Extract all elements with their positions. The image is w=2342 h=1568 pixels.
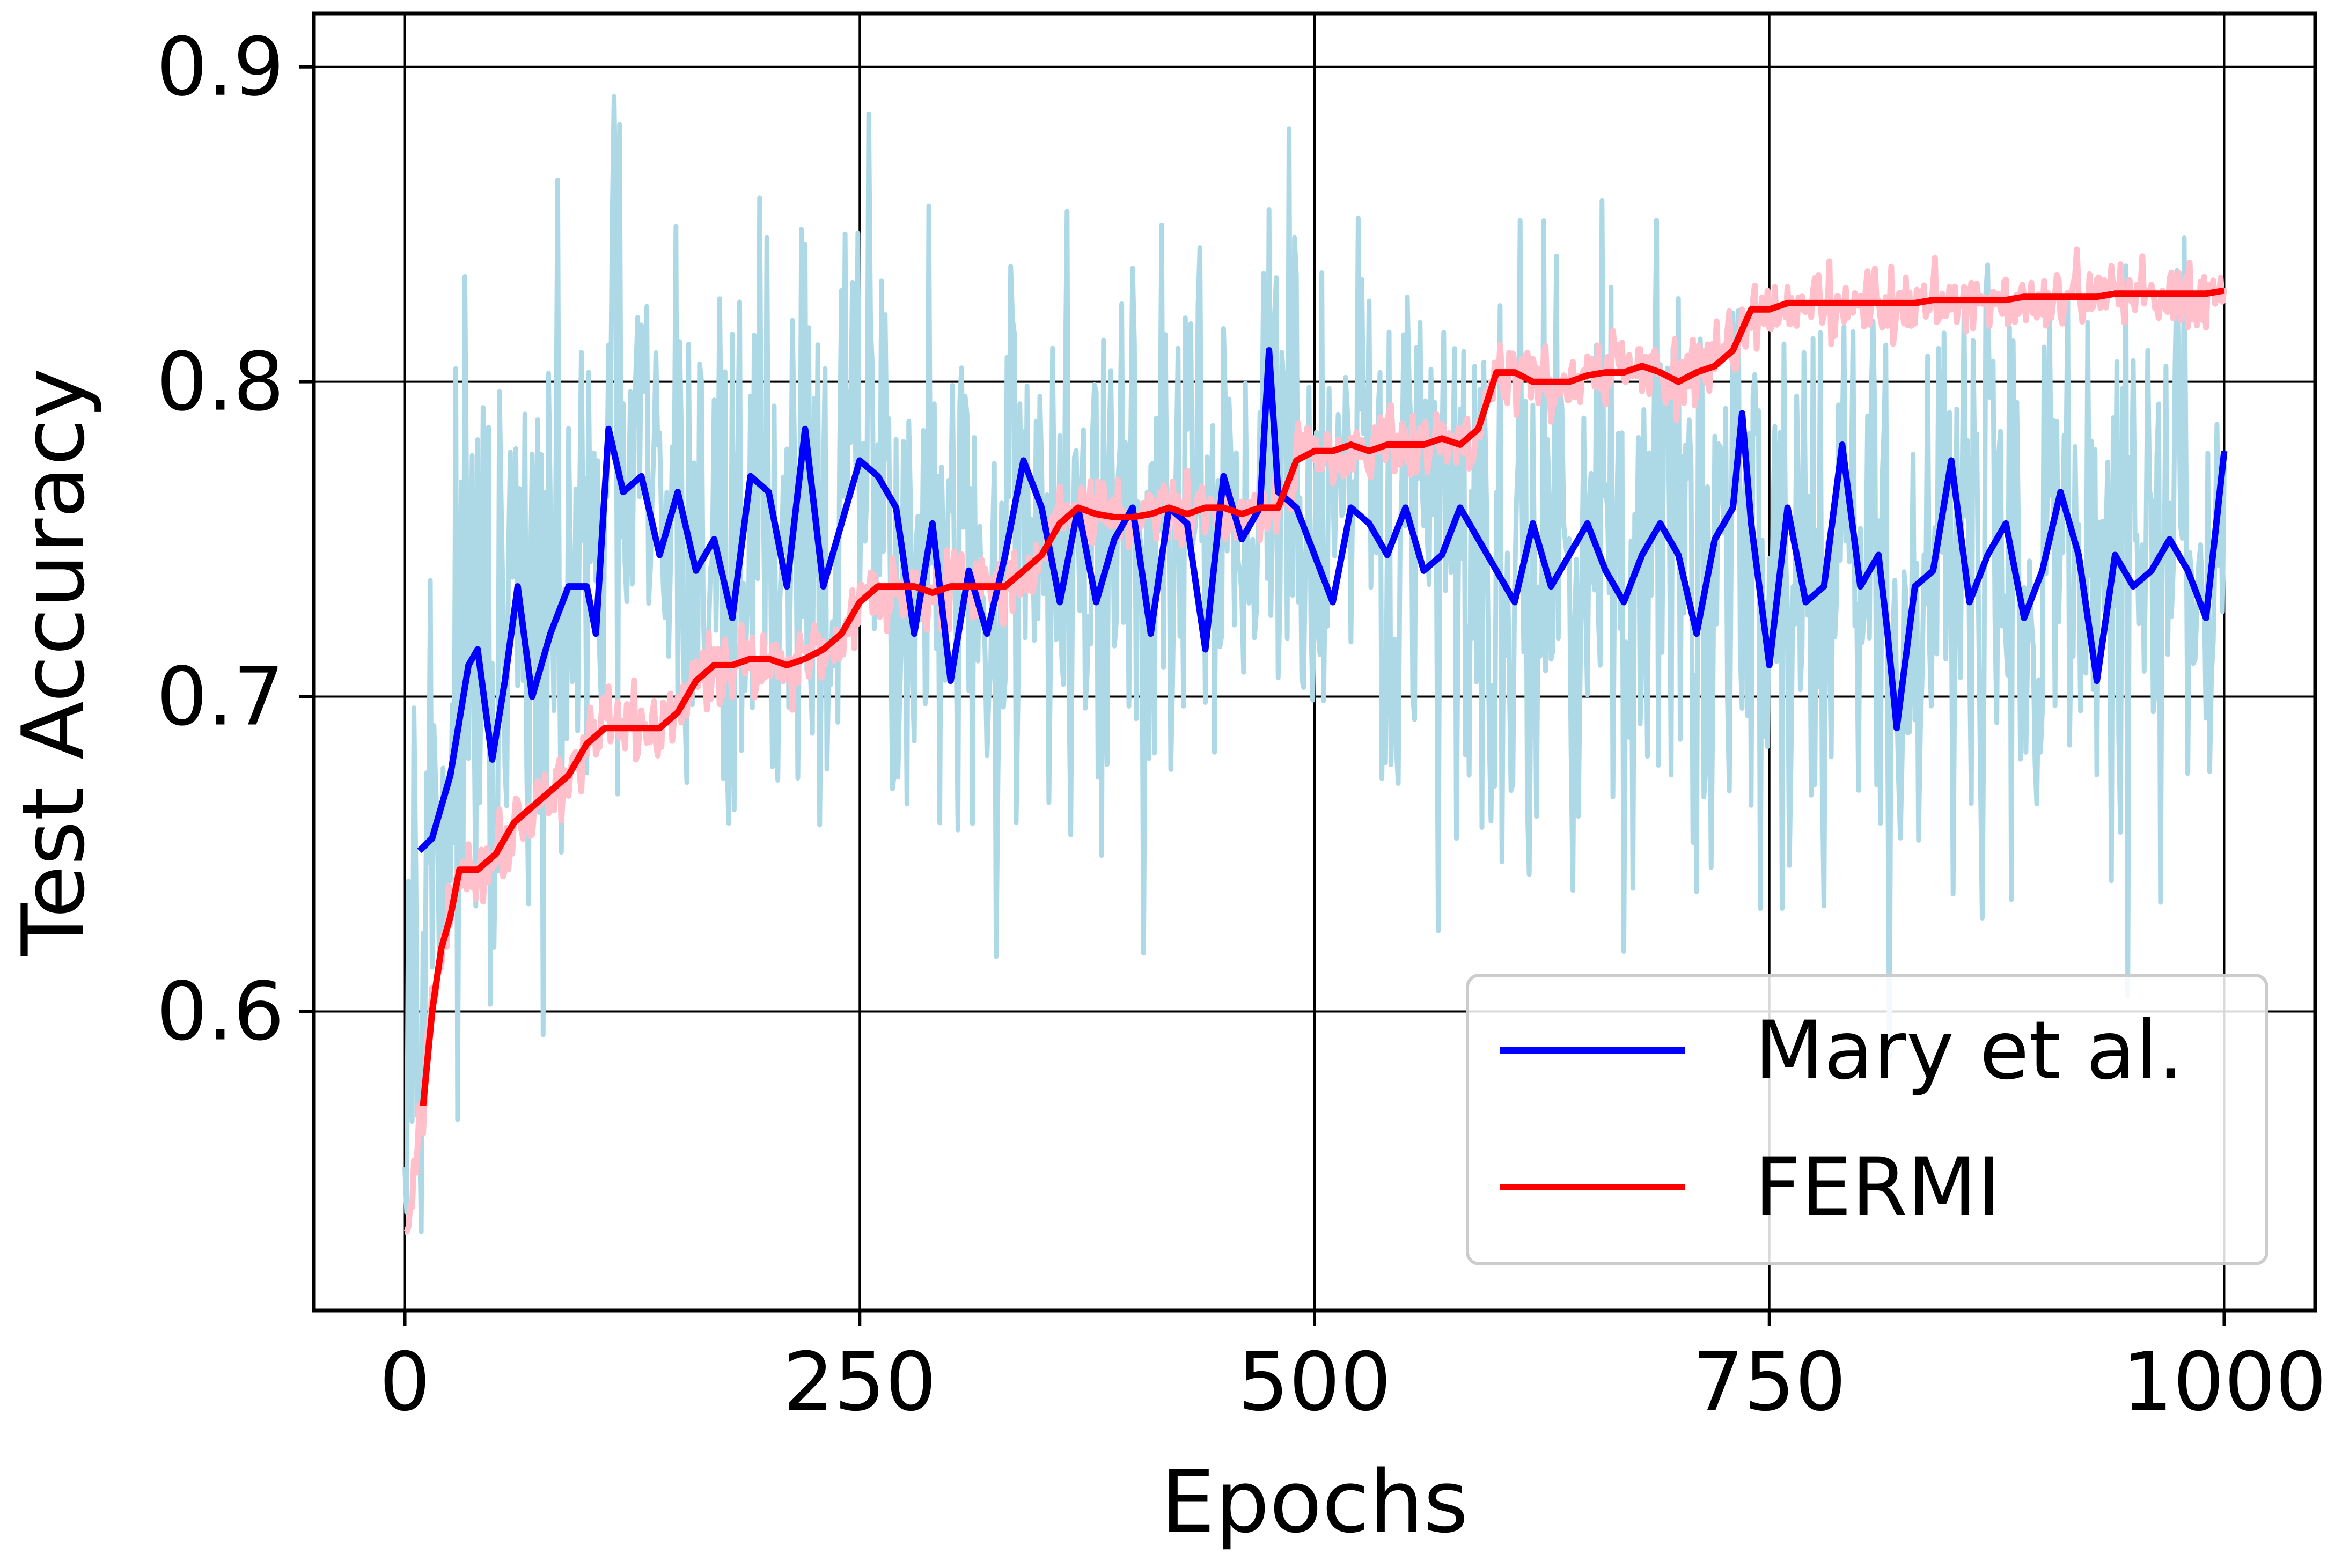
y-tick-label: 0.8 [156,336,284,429]
y-tick-label: 0.9 [156,21,284,114]
legend-label-mary-et-al: Mary et al. [1754,1004,2184,1098]
axis-ticks: 0 250 500 750 1000 0.6 0.7 0.8 0.9 [156,21,2326,1429]
y-axis-label: Test Accuracy [3,368,104,956]
x-tick-label: 0 [379,1336,430,1429]
x-tick-label: 500 [1238,1336,1391,1429]
legend-label-fermi: FERMI [1754,1141,2001,1234]
x-tick-label: 250 [783,1336,936,1429]
x-tick-label: 1000 [2122,1336,2327,1429]
legend: Mary et al. FERMI [1466,974,2268,1265]
x-axis-label: Epochs [1161,1452,1468,1552]
x-tick-label: 750 [1693,1336,1846,1429]
raw-trace-fermi [403,246,2227,1235]
raw-series-traces [402,94,2227,1235]
y-tick-label: 0.6 [156,965,284,1058]
series-line-mary-et-al- [417,347,2228,853]
smoothed-series-lines [417,287,2228,1107]
series-line-fermi [420,287,2225,1107]
y-tick-label: 0.7 [156,651,284,744]
